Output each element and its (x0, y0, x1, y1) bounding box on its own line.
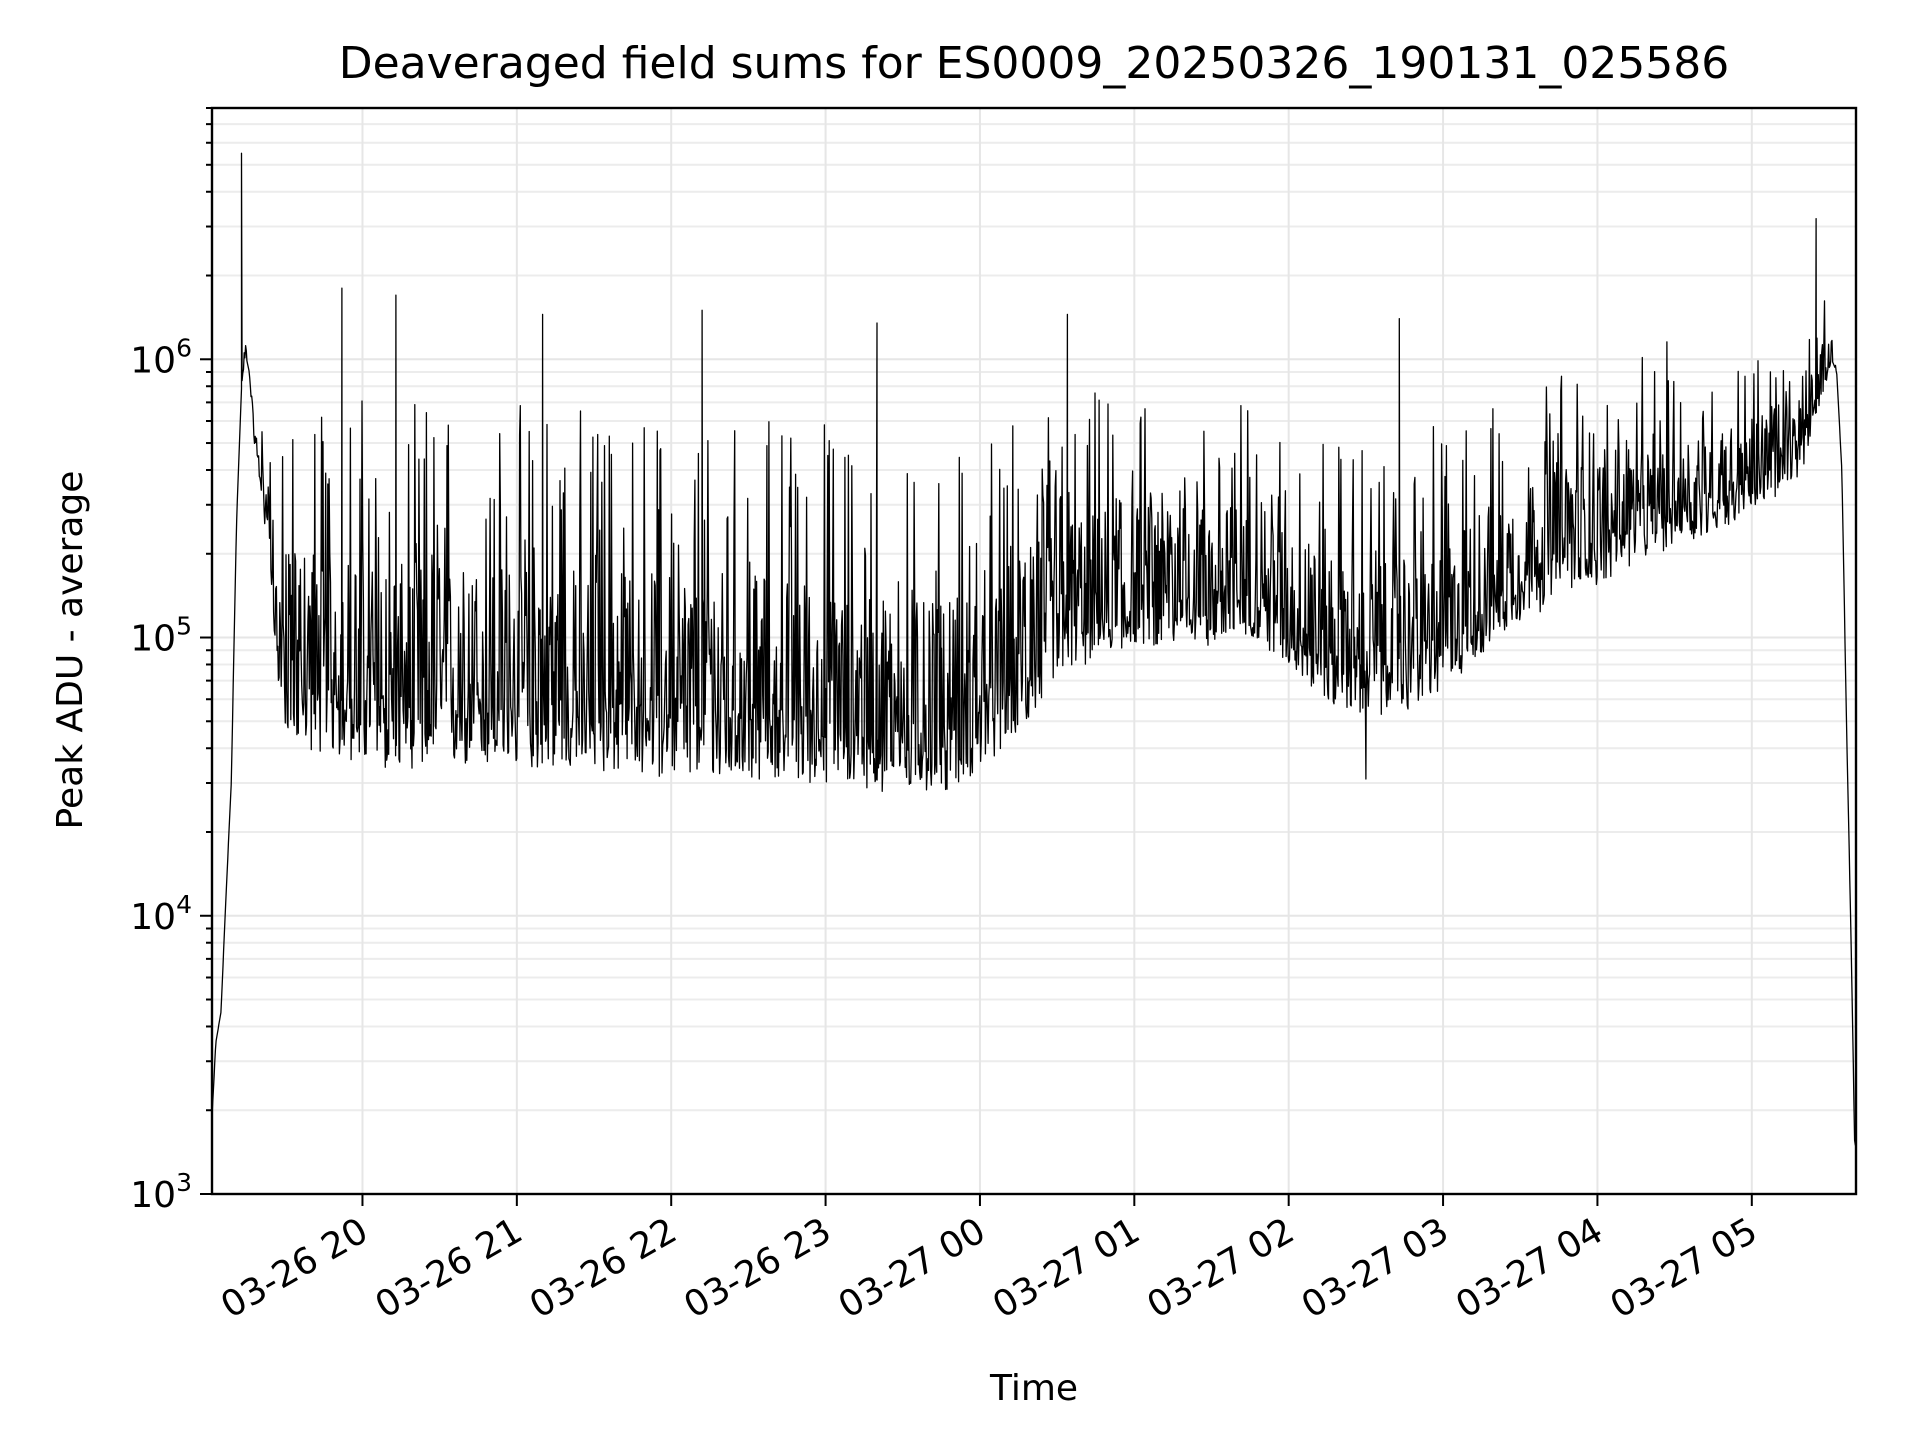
y-tick-label: 106 (130, 333, 192, 381)
x-axis-label: Time (989, 1368, 1078, 1409)
x-tick-label: 03-27 03 (1295, 1210, 1456, 1326)
x-tick-label: 03-27 02 (1141, 1210, 1302, 1326)
y-axis: 103 104 105 106 (130, 107, 212, 1216)
x-tick-label: 03-27 05 (1604, 1210, 1765, 1326)
y-tick-label: 104 (130, 890, 192, 938)
x-tick-label: 03-26 22 (523, 1210, 684, 1326)
x-tick-label: 03-26 23 (677, 1210, 838, 1326)
y-tick-label: 103 (130, 1168, 192, 1216)
x-tick-label: 03-27 01 (986, 1210, 1147, 1326)
x-tick-label: 03-26 20 (214, 1210, 375, 1326)
chart-title: Deaveraged field sums for ES0009_2025032… (339, 38, 1730, 89)
x-tick-label: 03-27 00 (832, 1210, 993, 1326)
x-tick-label: 03-26 21 (369, 1210, 530, 1326)
y-axis-label: Peak ADU - average (50, 471, 91, 830)
series-line (211, 152, 1856, 1146)
y-tick-label: 105 (130, 612, 192, 660)
x-tick-label: 03-27 04 (1449, 1210, 1610, 1326)
